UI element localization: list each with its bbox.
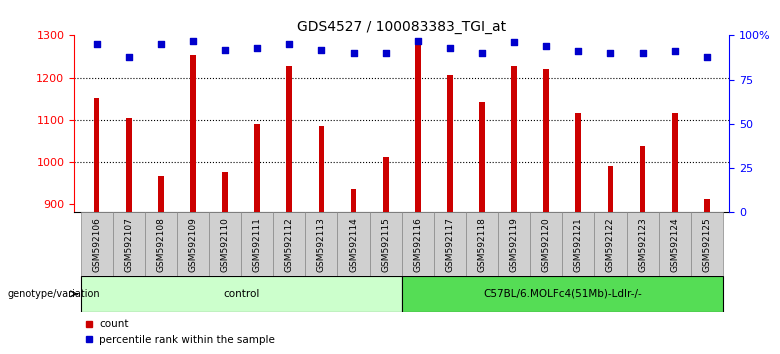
Point (186, 38, 199, 44)
Text: GSM592119: GSM592119 (509, 217, 519, 272)
Bar (80, 212, 112, 276)
Bar (177, 212, 209, 276)
Point (444, 45, 456, 51)
Bar (544, 69, 549, 212)
Text: GSM592121: GSM592121 (574, 217, 583, 272)
Bar (691, 212, 723, 276)
Title: GDS4527 / 100083383_TGI_at: GDS4527 / 100083383_TGI_at (297, 21, 506, 34)
Bar (402, 212, 434, 276)
Bar (594, 212, 626, 276)
Bar (466, 212, 498, 276)
Text: genotype/variation: genotype/variation (8, 289, 101, 299)
Text: GSM592120: GSM592120 (542, 217, 551, 272)
Text: GSM592123: GSM592123 (638, 217, 647, 272)
Point (251, 45, 264, 51)
Point (219, 47, 232, 52)
Bar (241, 212, 273, 276)
Bar (530, 212, 562, 276)
Text: GSM592115: GSM592115 (381, 217, 390, 272)
Point (700, 54, 713, 59)
Point (668, 48, 681, 54)
Bar (338, 212, 370, 276)
Point (412, 38, 424, 44)
Point (315, 47, 328, 52)
Text: GSM592117: GSM592117 (445, 217, 455, 272)
Point (154, 41, 167, 47)
Bar (640, 146, 646, 212)
Point (508, 40, 520, 45)
Bar (318, 126, 324, 212)
Bar (562, 212, 594, 276)
Bar (209, 212, 241, 276)
Point (572, 48, 584, 54)
Point (379, 50, 392, 56)
Text: GSM592124: GSM592124 (670, 217, 679, 272)
Bar (351, 189, 356, 212)
Point (636, 50, 649, 56)
Bar (383, 157, 388, 212)
Text: C57BL/6.MOLFc4(51Mb)-Ldlr-/-: C57BL/6.MOLFc4(51Mb)-Ldlr-/- (483, 289, 642, 299)
Bar (126, 118, 132, 212)
Bar (447, 75, 452, 212)
Text: GSM592111: GSM592111 (253, 217, 261, 272)
Bar (370, 212, 402, 276)
Bar (402, 276, 723, 312)
Bar (434, 212, 466, 276)
Text: GSM592125: GSM592125 (702, 217, 711, 272)
Bar (479, 102, 485, 212)
Text: GSM592122: GSM592122 (606, 217, 615, 272)
Bar (158, 176, 164, 212)
Bar (608, 166, 613, 212)
Bar (112, 212, 145, 276)
Point (90, 41, 103, 47)
Bar (704, 199, 710, 212)
Bar (576, 113, 581, 212)
Text: control: control (223, 289, 259, 299)
Text: GSM592118: GSM592118 (477, 217, 487, 272)
Bar (626, 212, 658, 276)
Text: GSM592107: GSM592107 (124, 217, 133, 272)
Bar (305, 212, 338, 276)
Text: GSM592113: GSM592113 (317, 217, 326, 272)
Bar (190, 55, 196, 212)
Point (122, 54, 135, 59)
Legend: count, percentile rank within the sample: count, percentile rank within the sample (80, 315, 279, 349)
Bar (222, 172, 228, 212)
Text: GSM592106: GSM592106 (92, 217, 101, 272)
Bar (672, 113, 678, 212)
Bar (415, 43, 420, 212)
Bar (145, 212, 177, 276)
Text: GSM592110: GSM592110 (221, 217, 229, 272)
Bar (273, 212, 305, 276)
Text: GSM592108: GSM592108 (156, 217, 165, 272)
Text: GSM592116: GSM592116 (413, 217, 422, 272)
Text: GSM592109: GSM592109 (189, 217, 197, 272)
Point (347, 50, 360, 56)
Point (540, 43, 552, 49)
Point (604, 50, 617, 56)
Text: GSM592112: GSM592112 (285, 217, 294, 272)
Bar (94, 98, 100, 212)
Bar (286, 66, 292, 212)
Bar (498, 212, 530, 276)
Bar (80, 276, 402, 312)
Point (476, 50, 488, 56)
Bar (511, 66, 517, 212)
Text: GSM592114: GSM592114 (349, 217, 358, 272)
Point (283, 41, 296, 47)
Bar (658, 212, 691, 276)
Bar (254, 124, 260, 212)
